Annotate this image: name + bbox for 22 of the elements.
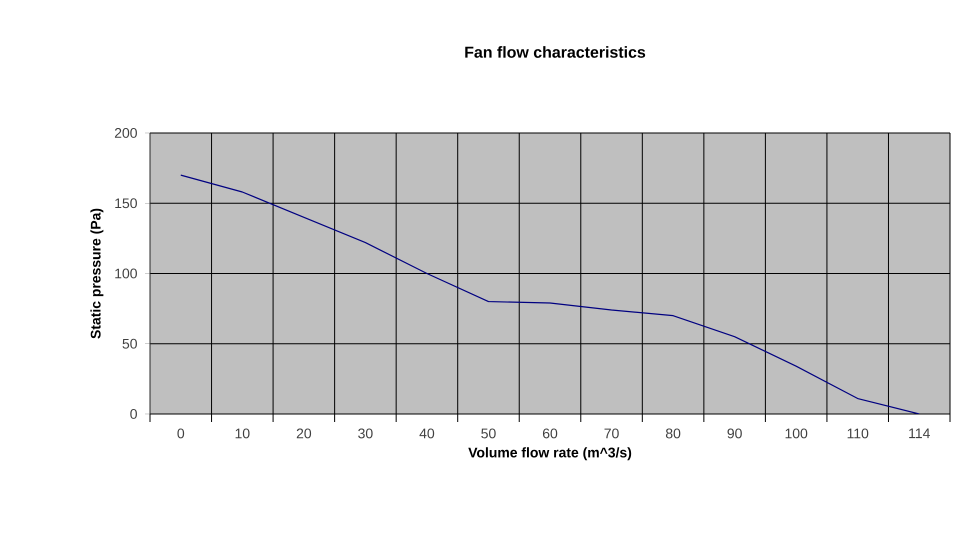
chart-title: Fan flow characteristics	[465, 46, 646, 58]
x-tick-label: 30	[358, 428, 373, 438]
y-tick-label: 50	[122, 338, 137, 349]
y-axis-title: Static pressure (Pa)	[90, 208, 104, 339]
x-tick-label: 90	[728, 428, 742, 438]
x-tick-label: 100	[786, 428, 808, 438]
x-tick-label: 114	[909, 428, 930, 438]
y-tick-label: 200	[114, 128, 137, 138]
x-tick-label: 110	[848, 428, 868, 438]
x-tick-label: 80	[666, 428, 680, 438]
x-tick-label: 70	[604, 428, 619, 438]
x-tick-label: 10	[236, 428, 250, 438]
x-axis-title: Volume flow rate (m^3/s)	[468, 447, 632, 460]
y-tick-label: 0	[130, 409, 137, 419]
x-tick-label: 40	[419, 428, 434, 438]
y-tick-label: 100	[115, 268, 137, 278]
x-tick-label: 0	[177, 428, 184, 438]
x-tick-label: 20	[296, 428, 312, 438]
x-tick-label: 50	[481, 428, 496, 438]
x-tick-label: 60	[542, 428, 558, 438]
y-tick-label: 150	[115, 198, 137, 208]
line-series	[180, 174, 920, 414]
